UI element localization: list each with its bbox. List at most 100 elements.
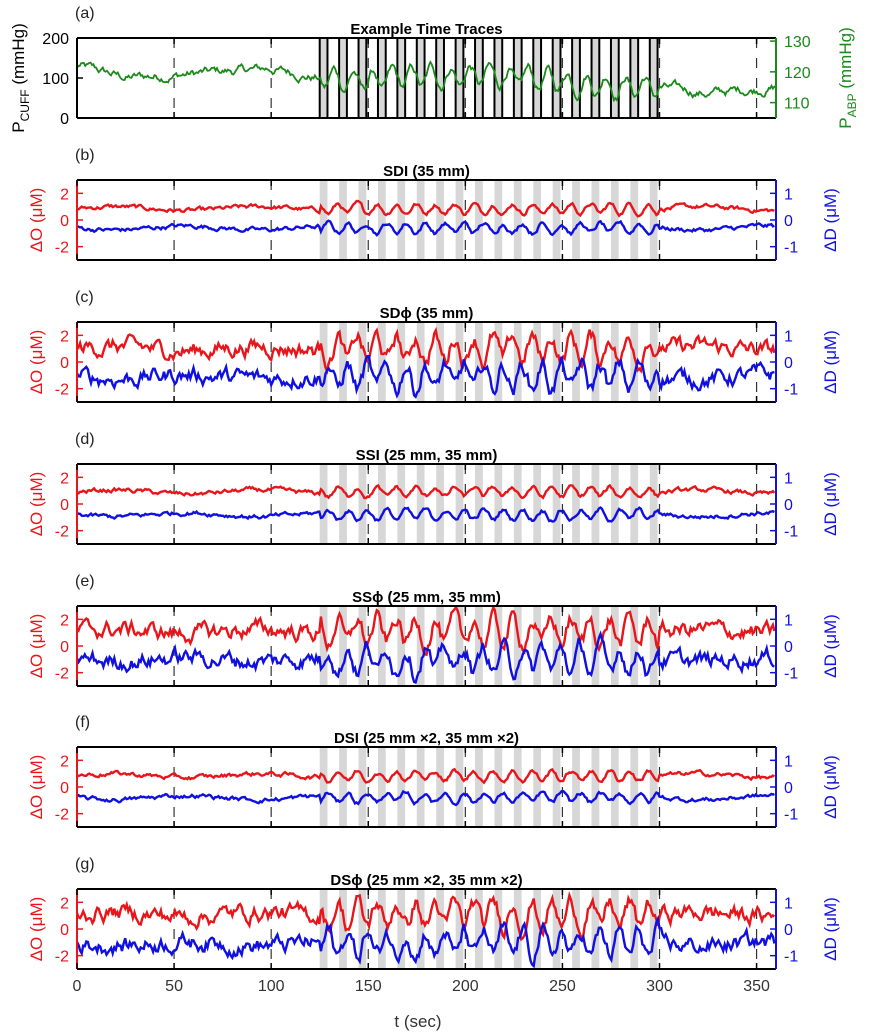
panel-label: (a): [75, 5, 95, 22]
cuff-period-shade: [630, 606, 639, 686]
panel-label: (e): [75, 573, 95, 590]
cuff-period-shade: [358, 889, 367, 969]
deoxy-axis-label: ΔD (μM): [821, 897, 840, 961]
cuff-period-shade: [358, 606, 367, 686]
cuff-period-shade: [572, 38, 580, 118]
cuff-period-shade: [358, 322, 367, 402]
cuff-period-shade: [610, 747, 619, 827]
cuff-period-shade: [552, 322, 561, 402]
right-y-tick-label: 0: [784, 780, 793, 797]
right-y-tick-label: -1: [784, 524, 798, 541]
cuff-period-shade: [455, 322, 464, 402]
cuff-period-shade: [377, 889, 386, 969]
panel-title: SDI (35 mm): [383, 163, 470, 180]
cuff-period-shade: [455, 38, 464, 118]
left-y-tick-label: 2: [60, 186, 69, 203]
cuff-period-shade: [416, 889, 425, 969]
deoxy-line: [75, 354, 775, 399]
cuff-period-shade: [436, 322, 444, 402]
cuff-period-shade: [436, 747, 444, 827]
panel-label: (f): [75, 714, 90, 731]
right-y-tick-label: 130: [784, 34, 811, 51]
cuff-period-shade: [610, 606, 619, 686]
cuff-period-shade: [358, 747, 367, 827]
cuff-period-shade: [649, 464, 658, 544]
left-y-tick-label: 0: [60, 780, 69, 797]
cuff-period-shade: [591, 180, 600, 260]
left-y-tick-label: 0: [60, 213, 69, 230]
cuff-period-shade: [358, 464, 367, 544]
left-y-tick-label: 2: [60, 753, 69, 770]
cuff-period-shade: [377, 464, 386, 544]
cuff-period-shade: [475, 322, 483, 402]
cuff-period-shade: [475, 180, 483, 260]
cuff-period-shade: [416, 180, 425, 260]
cuff-period-shade: [416, 38, 425, 118]
cuff-period-shade: [630, 464, 639, 544]
cuff-period-shade: [513, 606, 522, 686]
cuff-period-shade: [377, 606, 386, 686]
cuff-period-shade: [513, 322, 522, 402]
cuff-period-shade: [416, 464, 425, 544]
cuff-period-shade: [377, 180, 386, 260]
cuff-period-shade: [416, 747, 425, 827]
cuff-period-shade: [475, 747, 483, 827]
oxy-axis-label: ΔO (μM): [27, 755, 46, 820]
cuff-period-shade: [552, 180, 561, 260]
cuff-period-shade: [455, 180, 464, 260]
cuff-period-shade: [533, 889, 542, 969]
cuff-period-shade: [339, 322, 347, 402]
right-y-tick-label: 1: [784, 470, 793, 487]
cuff-period-shade: [436, 464, 444, 544]
panel-title: DSI (25 mm ×2, 35 mm ×2): [334, 730, 519, 747]
oxy-axis-label: ΔO (μM): [27, 897, 46, 962]
left-y-tick-label: 2: [60, 470, 69, 487]
cuff-period-shade: [319, 180, 328, 260]
oxy-line: [76, 604, 776, 657]
cuff-period-shade: [339, 464, 347, 544]
cuff-period-shade: [319, 38, 328, 118]
oxy-axis-label: ΔO (μM): [27, 472, 46, 537]
cuff-period-shade: [339, 180, 347, 260]
right-y-tick-label: 1: [784, 753, 793, 770]
cuff-period-shade: [630, 747, 639, 827]
deoxy-line: [75, 914, 776, 969]
left-y-tick-label: 2: [60, 328, 69, 345]
cuff-period-shade: [649, 747, 658, 827]
left-y-tick-label: 200: [42, 31, 69, 48]
cuff-period-shade: [572, 464, 580, 544]
cuff-axis-label: PCUFF (mmHg): [9, 23, 32, 132]
cuff-period-shade: [319, 889, 328, 969]
cuff-period-shade: [649, 180, 658, 260]
deoxy-axis-label: ΔD (μM): [821, 614, 840, 678]
cuff-period-shade: [513, 464, 522, 544]
cuff-period-shade: [630, 38, 639, 118]
cuff-period-shade: [630, 889, 639, 969]
cuff-period-shade: [494, 889, 503, 969]
cuff-period-shade: [319, 606, 328, 686]
cuff-period-shade: [533, 606, 542, 686]
oxy-axis-label: ΔO (μM): [27, 330, 46, 395]
cuff-period-shade: [610, 464, 619, 544]
left-y-tick-label: 0: [60, 639, 69, 656]
right-y-tick-label: -1: [784, 240, 798, 257]
deoxy-line: [75, 630, 775, 685]
cuff-period-shade: [397, 747, 406, 827]
deoxy-axis-label: ΔD (μM): [821, 188, 840, 252]
cuff-period-shade: [494, 322, 503, 402]
cuff-period-shade: [610, 180, 619, 260]
panel-label: (c): [75, 289, 94, 306]
cuff-period-shade: [455, 606, 464, 686]
cuff-period-shade: [339, 38, 347, 118]
right-y-tick-label: -1: [784, 949, 798, 966]
right-y-tick-label: 0: [784, 355, 793, 372]
right-y-tick-label: -1: [784, 666, 798, 683]
cuff-period-shade: [552, 464, 561, 544]
cuff-period-shade: [455, 889, 464, 969]
cuff-period-shade: [513, 180, 522, 260]
left-y-tick-label: 0: [60, 497, 69, 514]
panel-c: -2 0 2 -1 0 1 (c) SDϕ (35 mm) ΔO (μM) ΔD (μM): [27, 289, 840, 403]
x-tick-label: 100: [258, 978, 285, 995]
right-y-tick-label: -1: [784, 382, 798, 399]
